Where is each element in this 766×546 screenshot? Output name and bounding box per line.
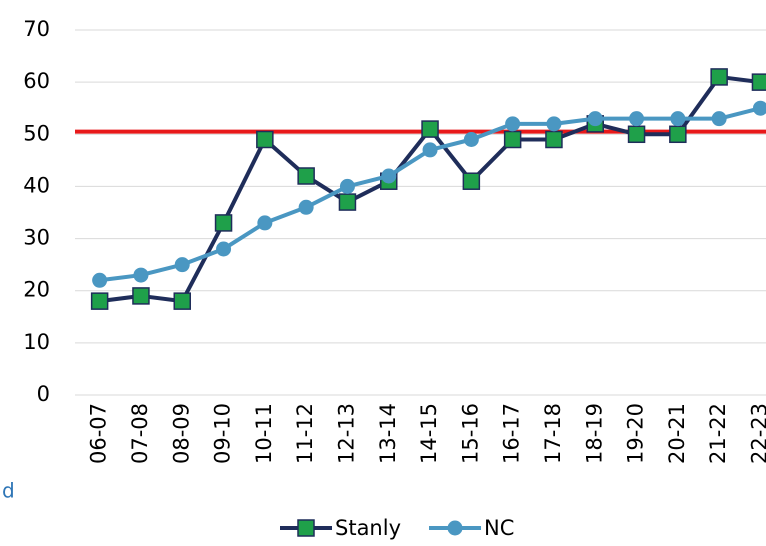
y-tick-label: 30 xyxy=(23,226,50,250)
marker xyxy=(505,116,521,132)
marker xyxy=(670,111,686,127)
marker xyxy=(90,292,109,310)
x-tick-label: 20-21 xyxy=(665,403,689,464)
marker xyxy=(463,132,479,147)
x-tick-label: 17-18 xyxy=(541,403,565,464)
marker xyxy=(173,292,191,310)
marker xyxy=(711,111,727,127)
marker xyxy=(257,215,273,231)
legend-marker xyxy=(297,519,315,537)
marker xyxy=(629,111,645,127)
y-tick-label: 20 xyxy=(23,278,50,302)
marker xyxy=(751,73,766,91)
marker xyxy=(669,125,687,144)
marker xyxy=(627,125,646,144)
legend-item: Stanly xyxy=(280,516,401,540)
x-tick-label: 14-15 xyxy=(417,403,441,464)
marker xyxy=(587,111,603,127)
x-tick-label: 09-10 xyxy=(211,403,235,464)
marker xyxy=(545,130,563,149)
marker xyxy=(214,214,233,232)
y-tick-label: 10 xyxy=(23,330,50,354)
marker xyxy=(339,178,355,194)
marker xyxy=(752,100,766,116)
x-tick-label: 19-20 xyxy=(624,403,648,464)
x-tick-label: 06-07 xyxy=(87,403,111,464)
marker xyxy=(421,120,439,138)
marker xyxy=(503,130,522,149)
marker xyxy=(462,172,481,190)
marker xyxy=(132,287,150,305)
x-tick-label: 07-08 xyxy=(128,403,152,464)
marker xyxy=(710,68,728,86)
marker xyxy=(422,142,438,158)
series-line xyxy=(99,74,761,304)
marker xyxy=(298,199,314,215)
marker xyxy=(92,272,108,288)
marker xyxy=(216,241,232,257)
legend-label: NC xyxy=(484,516,514,540)
y-tick-label: 60 xyxy=(23,69,50,93)
x-tick-label: 21-22 xyxy=(706,403,730,464)
marker xyxy=(174,257,190,273)
x-tick-label: 13-14 xyxy=(376,403,400,464)
y-tick-label: 0 xyxy=(37,382,50,406)
x-tick-label: 10-11 xyxy=(252,403,276,464)
y-tick-label: 40 xyxy=(23,173,50,197)
marker xyxy=(297,167,315,185)
legend-marker xyxy=(447,520,463,536)
legend-label: Stanly xyxy=(335,516,401,540)
x-tick-label: 22-23 xyxy=(747,403,766,464)
marker xyxy=(338,193,357,211)
marker xyxy=(256,130,274,149)
x-tick-label: 11-12 xyxy=(293,403,317,464)
x-tick-label: 18-19 xyxy=(582,403,606,464)
marker xyxy=(381,168,397,184)
y-tick-label: 50 xyxy=(23,121,50,145)
marker xyxy=(546,116,562,132)
x-tick-label: 16-17 xyxy=(500,403,524,464)
x-tick-label: 08-09 xyxy=(169,403,193,464)
clipped-text: d xyxy=(2,479,15,503)
x-tick-label: 15-16 xyxy=(458,403,482,464)
x-tick-label: 12-13 xyxy=(334,403,358,464)
y-tick-label: 70 xyxy=(23,17,50,41)
legend-item: NC xyxy=(429,516,514,540)
marker xyxy=(133,267,149,283)
